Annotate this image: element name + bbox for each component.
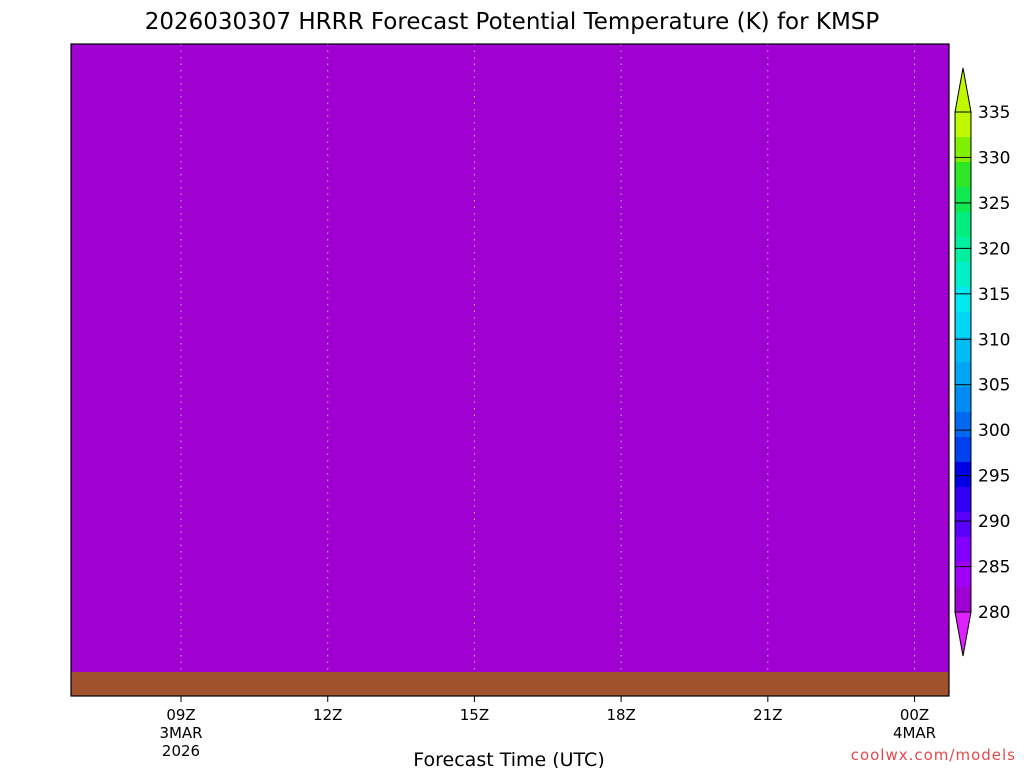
colorbar-swatch [955,187,971,213]
x-tick-year: 2026 [162,742,200,760]
colorbar-swatch [955,412,971,438]
colorbar-label: 315 [978,285,1010,305]
colorbar-swatch [955,237,971,263]
colorbar-swatch [955,112,971,138]
colorbar-swatch [955,487,971,513]
colorbar: 335 330 325 320 315 310 305 300 295 290 285 280 [954,67,1010,657]
plot-frame [70,43,950,697]
colorbar-label: 285 [978,558,1010,578]
colorbar-label: 320 [978,239,1010,259]
colorbar-label: 325 [978,194,1010,214]
colorbar-label: 300 [978,421,1010,441]
colorbar-swatch [955,437,971,463]
temperature-fill-layers [71,44,949,696]
colorbar-label: 335 [978,103,1010,123]
colorbar-label: 310 [978,330,1010,350]
fill-band [71,44,949,696]
grid-lines [180,44,916,696]
x-tick-label: 12Z [313,706,342,724]
colorbar-swatch [955,587,971,613]
x-tick-label: 09Z [166,706,195,724]
x-tick-label: 21Z [753,706,782,724]
colorbar-label: 305 [978,376,1010,396]
colorbar-bottom-arrow [954,611,972,657]
colorbar-label: 280 [978,603,1010,623]
colorbar-swatch [955,337,971,363]
x-axis-label: Forecast Time (UTC) [413,749,604,768]
colorbar-top-arrow [954,67,972,113]
x-tick-date: 3MAR [159,724,202,742]
colorbar-swatch [955,462,971,488]
colorbar-label: 295 [978,467,1010,487]
colorbar-label: 290 [978,512,1010,532]
colorbar-swatch [955,262,971,288]
colorbar-swatch [955,137,971,163]
colorbar-swatch [955,362,971,388]
x-tick-label: 18Z [606,706,635,724]
colorbar-swatch [955,162,971,188]
x-tick-label: 15Z [460,706,489,724]
colorbar-swatch [955,212,971,238]
colorbar-label: 330 [978,148,1010,168]
x-tick-label: 00Z [900,706,929,724]
colorbar-swatch [955,287,971,313]
colorbar-swatch [955,537,971,563]
colorbar-swatch [955,312,971,338]
chart-title: 2026030307 HRRR Forecast Potential Tempe… [145,9,880,35]
colorbar-swatch [955,387,971,413]
x-tick-date: 4MAR [893,724,936,742]
credit-text: coolwx.com/models [851,746,1016,764]
colorbar-swatch [955,512,971,538]
colorbar-swatch [955,562,971,588]
ground-surface [71,672,949,696]
